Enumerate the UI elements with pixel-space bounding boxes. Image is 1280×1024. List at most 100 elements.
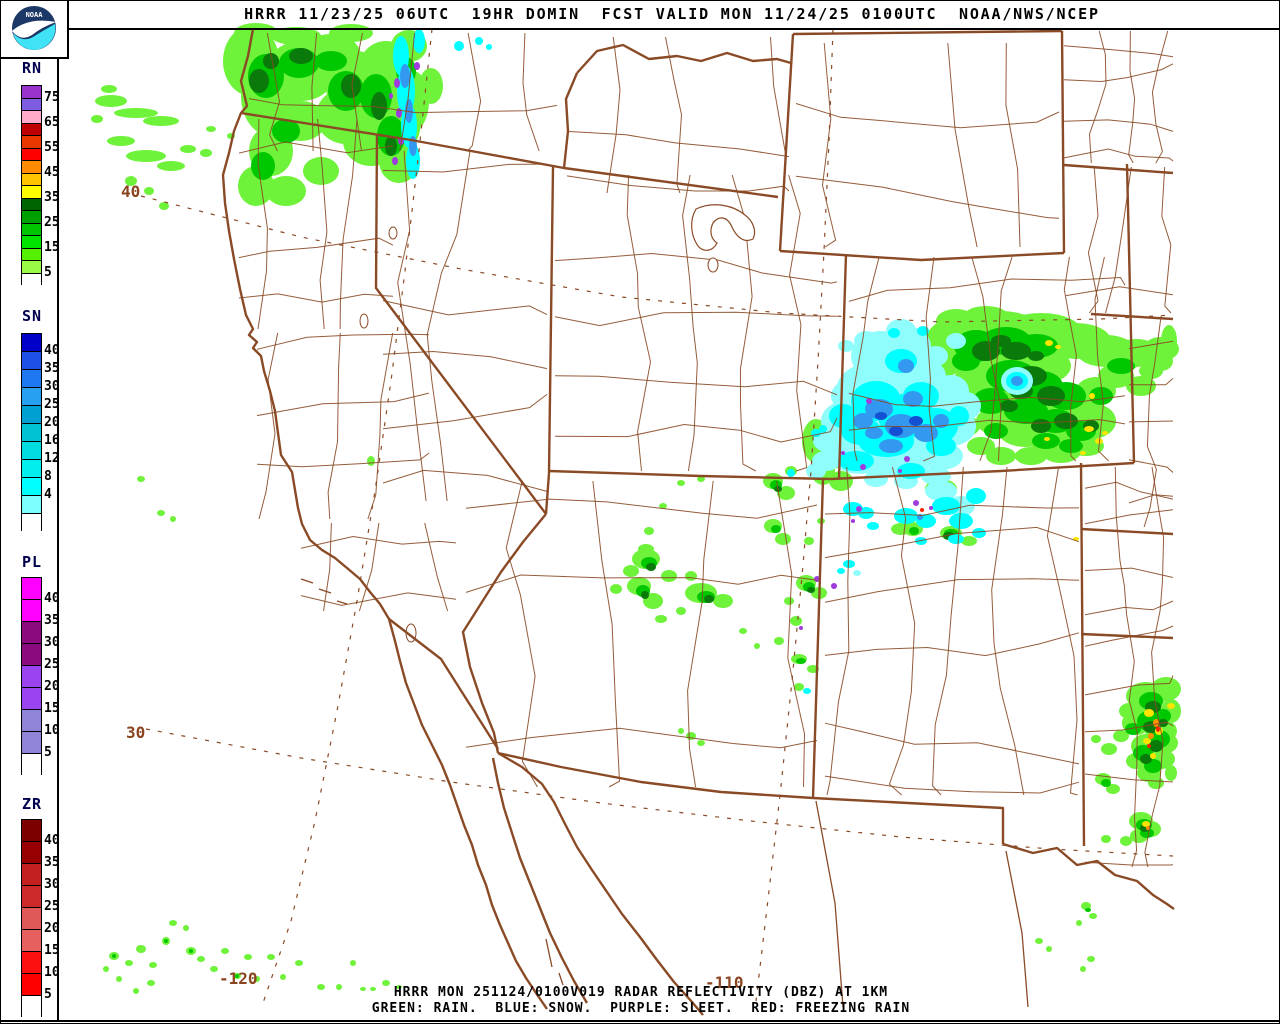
county-lines xyxy=(238,30,1174,868)
legend-cell xyxy=(22,622,41,644)
legend-label-zr-5: 5 xyxy=(44,987,52,1002)
bottom-rule xyxy=(1,1020,1279,1022)
legend-cell xyxy=(22,186,41,199)
graticule-labels: 40 30 -120 -110 xyxy=(121,182,744,992)
state-borders xyxy=(221,28,1175,1016)
footer: HRRR MON 251124/0100V019 RADAR REFLECTIV… xyxy=(1,985,1279,1017)
legend-cell xyxy=(22,688,41,710)
legend-label-pl-10: 10 xyxy=(44,723,60,738)
legend-cell xyxy=(22,86,41,99)
legend-cell xyxy=(22,370,41,388)
legend-label-sn-8: 8 xyxy=(44,469,52,484)
legend-bar-pl xyxy=(21,577,42,776)
legend-title-sn: SN xyxy=(22,307,43,325)
legend-cell xyxy=(22,334,41,352)
lat-40-label: 40 xyxy=(121,182,140,201)
top-rule xyxy=(67,28,1279,30)
legend-label-sn-30: 30 xyxy=(44,379,60,394)
legend-cell xyxy=(22,514,41,532)
legend-label-pl-25: 25 xyxy=(44,657,60,672)
legend-label-pl-5: 5 xyxy=(44,745,52,760)
footer-product-line: HRRR MON 251124/0100V019 RADAR REFLECTIV… xyxy=(393,985,889,1000)
legend-cell xyxy=(22,496,41,514)
legend-label-pl-40: 40 xyxy=(44,591,60,606)
legend-cell xyxy=(22,261,41,274)
noaa-logo-text: NOAA xyxy=(26,11,44,19)
legend-label-rn-25: 25 xyxy=(44,214,60,230)
legend-cell xyxy=(22,754,41,776)
legend-cell xyxy=(22,478,41,496)
precipitation-layer xyxy=(91,23,1181,994)
legend-cell xyxy=(22,236,41,249)
lakes xyxy=(359,204,756,643)
precip-snow-deep xyxy=(875,412,923,436)
legend-cell xyxy=(22,974,41,996)
page-title: HRRR 11/23/25 06UTC 19HR DOMIN FCST VALI… xyxy=(244,5,1100,23)
legend-label-pl-35: 35 xyxy=(44,613,60,628)
legend-cell xyxy=(22,578,41,600)
legend-label-sn-35: 35 xyxy=(44,361,60,376)
legend-cell xyxy=(22,136,41,149)
legend-label-sn-4: 4 xyxy=(44,487,52,502)
legend-title-pl: PL xyxy=(22,553,43,571)
legend-cell xyxy=(22,424,41,442)
legend-cell xyxy=(22,996,41,1018)
legend-cell xyxy=(22,864,41,886)
legend-label-rn-75: 75 xyxy=(44,89,60,105)
legend-cell xyxy=(22,161,41,174)
legend-cell xyxy=(22,123,41,136)
legend-label-sn-25: 25 xyxy=(44,397,60,412)
noaa-logo-emblem: NOAA xyxy=(12,6,56,50)
legend-bar-rn xyxy=(21,85,42,286)
legend-label-pl-20: 20 xyxy=(44,679,60,694)
legend-cell xyxy=(22,842,41,864)
legend-cell xyxy=(22,460,41,478)
legend-cell xyxy=(22,930,41,952)
legend-label-zr-15: 15 xyxy=(44,943,60,958)
legend-label-sn-40: 40 xyxy=(44,343,60,358)
utah-lake xyxy=(707,257,719,273)
legend-column: RN 75 65 55 45 35 25 15 5 SN 40 35 30 25 20 16 12 8 4 PL 40 3… xyxy=(1,1,60,1023)
legend-cell xyxy=(22,908,41,930)
legend-cell xyxy=(22,211,41,224)
legend-cell xyxy=(22,710,41,732)
legend-cell xyxy=(22,406,41,424)
legend-label-zr-30: 30 xyxy=(44,877,60,892)
legend-cell xyxy=(22,442,41,460)
graticule-lines xyxy=(140,28,1174,1004)
lon-120-label: -120 xyxy=(219,969,258,988)
legend-cell xyxy=(22,223,41,236)
legend-label-rn-5: 5 xyxy=(44,264,52,280)
legend-cell xyxy=(22,98,41,111)
legend-cell xyxy=(22,198,41,211)
legend-label-zr-10: 10 xyxy=(44,965,60,980)
footer-key-line: GREEN: RAIN. BLUE: SNOW. PURPLE: SLEET. … xyxy=(371,1001,911,1016)
legend-label-rn-65: 65 xyxy=(44,114,60,130)
legend-label-rn-45: 45 xyxy=(44,164,60,180)
legend-title-rn: RN xyxy=(22,59,43,77)
noaa-logo: NOAA xyxy=(1,1,69,59)
legend-label-zr-35: 35 xyxy=(44,855,60,870)
legend-cell xyxy=(22,352,41,370)
legend-cell xyxy=(22,952,41,974)
precip-echo-red xyxy=(920,508,1160,748)
legend-cell xyxy=(22,666,41,688)
great-salt-lake xyxy=(691,204,756,251)
legend-label-rn-15: 15 xyxy=(44,239,60,255)
legend-cell xyxy=(22,732,41,754)
legend-label-rn-55: 55 xyxy=(44,139,60,155)
legend-label-zr-25: 25 xyxy=(44,899,60,914)
legend-bar-sn xyxy=(21,333,42,532)
legend-label-sn-12: 12 xyxy=(44,451,60,466)
legend-label-sn-20: 20 xyxy=(44,415,60,430)
legend-cell xyxy=(22,273,41,286)
legend-cell xyxy=(22,111,41,124)
legend-label-pl-30: 30 xyxy=(44,635,60,650)
legend-cell xyxy=(22,248,41,261)
precip-echo-orange xyxy=(1146,719,1159,830)
legend-label-zr-20: 20 xyxy=(44,921,60,936)
legend-bar-zr xyxy=(21,819,42,1018)
legend-cell xyxy=(22,820,41,842)
lon-110-label: -110 xyxy=(705,973,744,992)
